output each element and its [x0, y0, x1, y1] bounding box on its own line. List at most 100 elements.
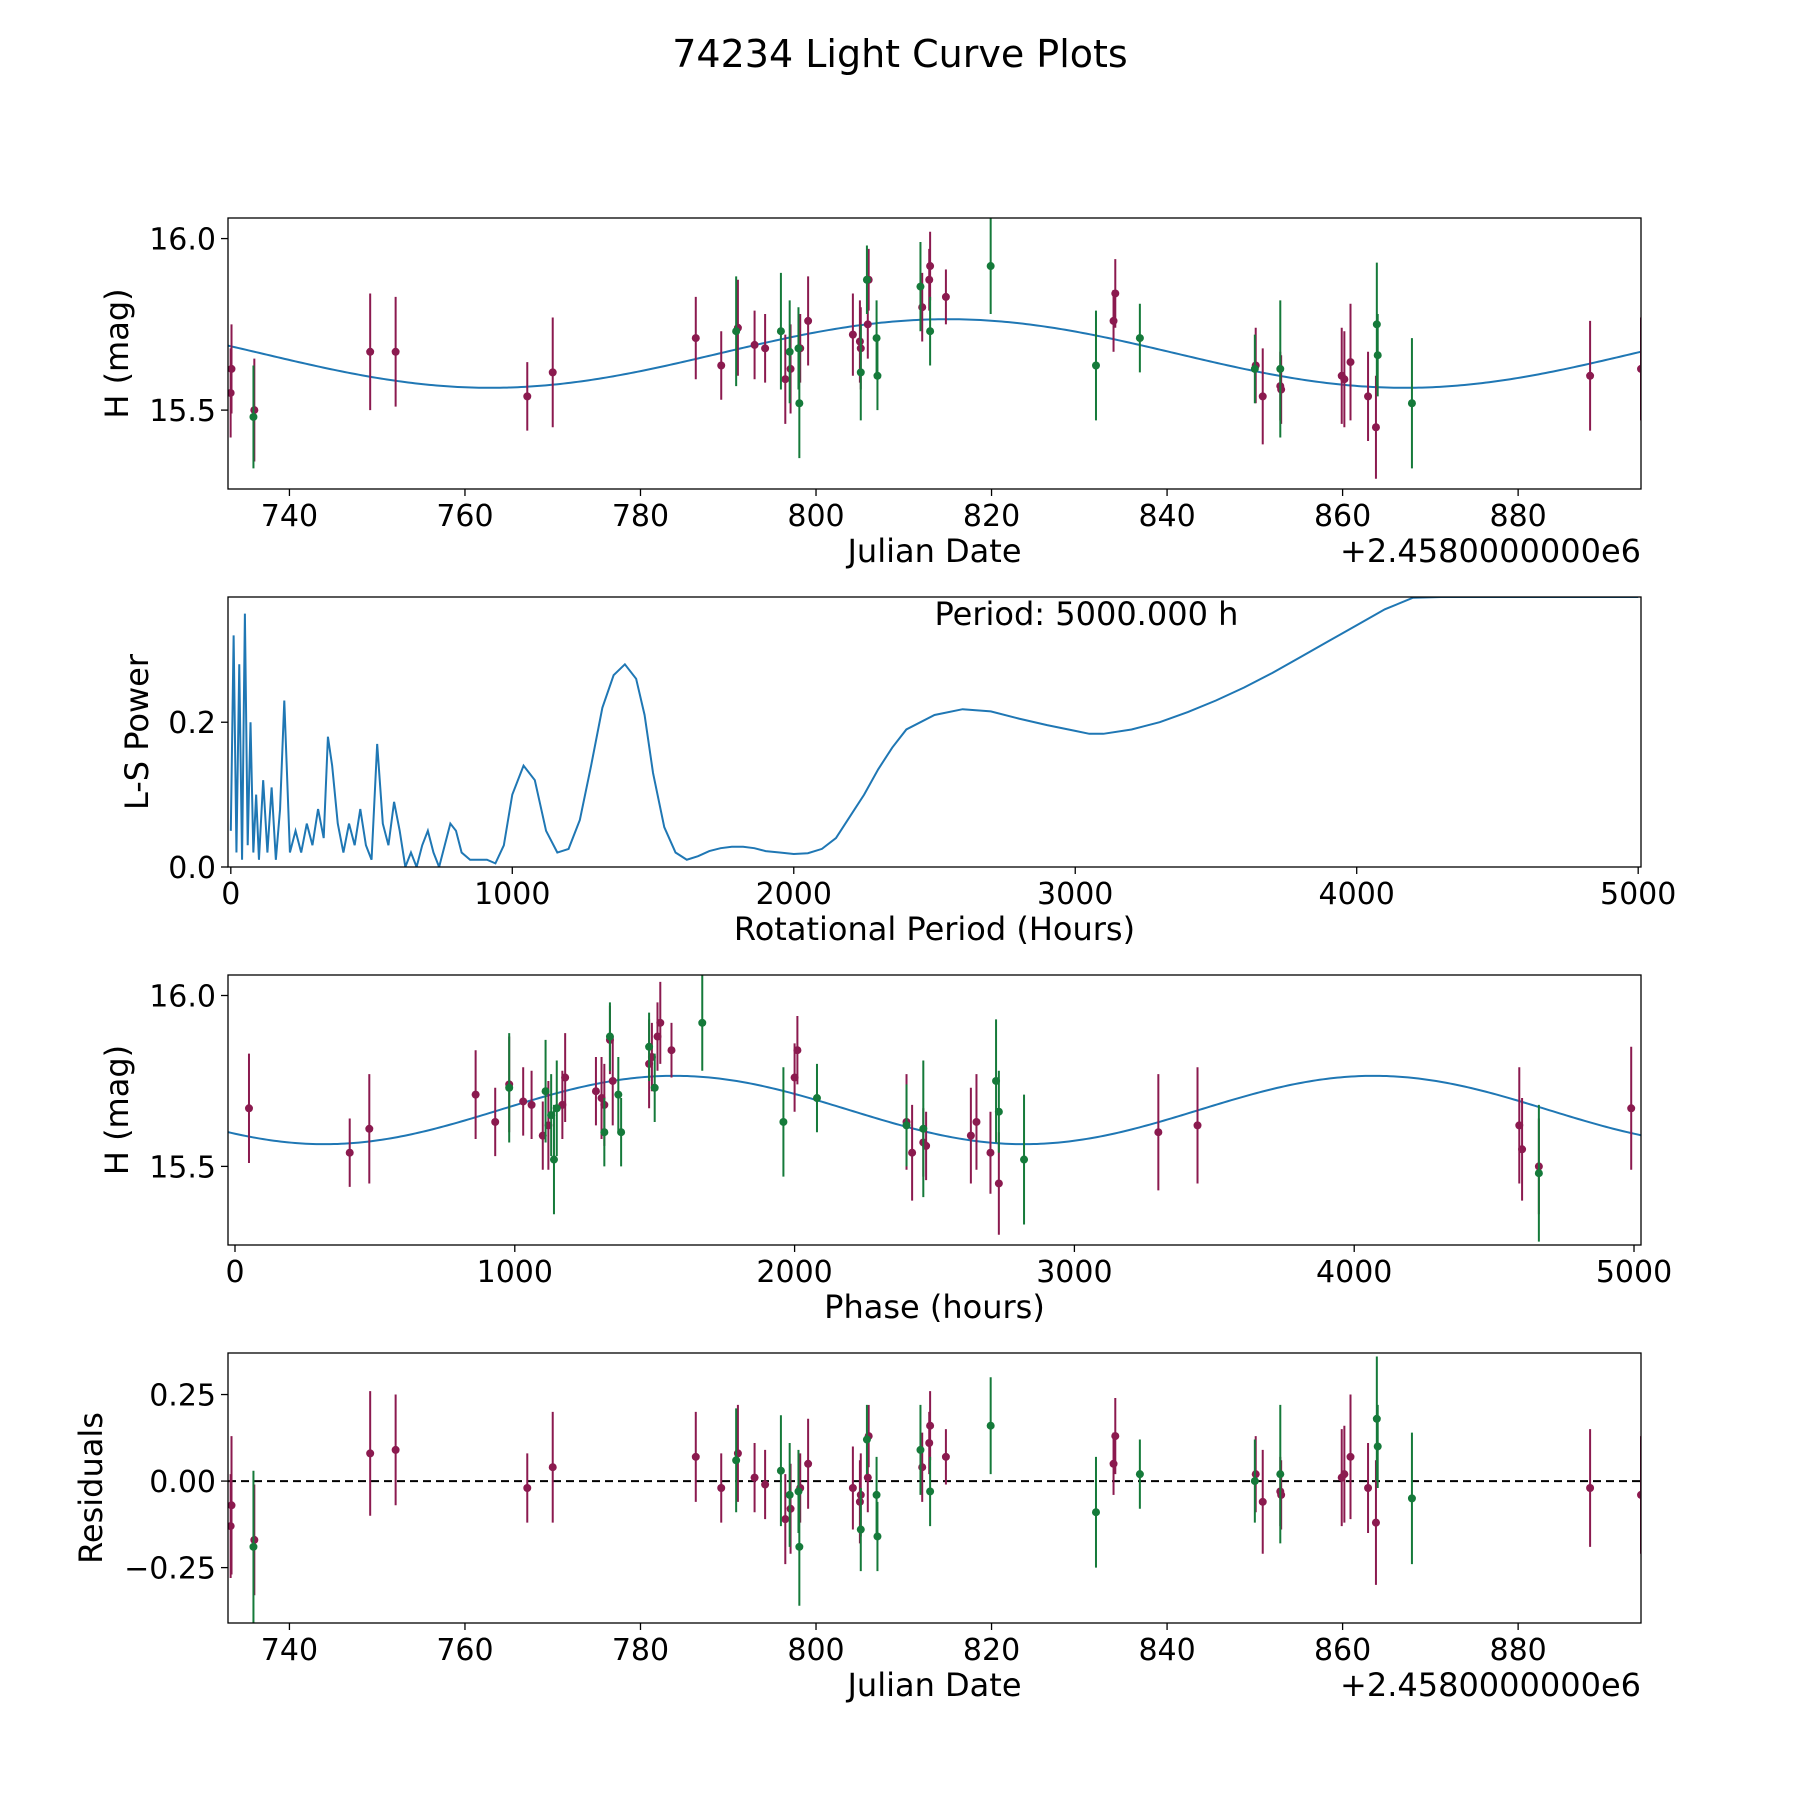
- lightcurve-point: [1586, 371, 1595, 380]
- lightcurve-point: [1371, 423, 1380, 432]
- phased-xtick-label: 1000: [477, 1255, 553, 1290]
- phased-point: [617, 1128, 626, 1137]
- residuals-xtick-label: 800: [787, 1633, 844, 1668]
- phased-point: [1518, 1145, 1527, 1154]
- lightcurve-point: [1091, 361, 1100, 370]
- residuals-point: [548, 1463, 557, 1472]
- phased-point: [972, 1117, 981, 1126]
- periodogram-xtick-label: 0: [221, 877, 240, 912]
- periodogram-power-line: [229, 597, 1639, 867]
- lightcurve-point: [1637, 364, 1641, 373]
- phased-point: [902, 1121, 911, 1130]
- lightcurve-point: [862, 275, 871, 284]
- residuals-plot-area: [228, 1356, 1641, 1623]
- periodogram-ylabel: L-S Power: [118, 653, 156, 810]
- lightcurve-point: [391, 347, 400, 356]
- residuals-point: [1371, 1518, 1380, 1527]
- residuals-point: [862, 1435, 871, 1444]
- residuals-point: [781, 1515, 790, 1524]
- phased-point: [650, 1083, 659, 1092]
- lightcurve-ytick-label: 15.5: [149, 394, 216, 429]
- residuals-axes-frame: [227, 1352, 1642, 1624]
- phased-point: [561, 1073, 570, 1082]
- residuals-point: [1346, 1452, 1355, 1461]
- phased-point: [667, 1046, 676, 1055]
- lightcurve-point: [873, 371, 882, 380]
- phased-point: [541, 1087, 550, 1096]
- periodogram-xtick-label: 3000: [1037, 877, 1113, 912]
- residuals-point: [941, 1452, 950, 1461]
- residuals-point: [856, 1525, 865, 1534]
- lightcurve-point: [916, 282, 925, 291]
- lightcurve-xlabel: Julian Date: [845, 532, 1021, 570]
- residuals-point: [916, 1445, 925, 1454]
- residuals-point: [1276, 1470, 1285, 1479]
- lightcurve-point: [1111, 289, 1120, 298]
- lightcurve-point: [1109, 316, 1118, 325]
- lightcurve-point: [732, 327, 741, 336]
- phased-point: [1627, 1104, 1636, 1113]
- phased-point: [471, 1090, 480, 1099]
- phased-point: [986, 1148, 995, 1157]
- phased-point: [1154, 1128, 1163, 1137]
- lightcurve-point: [795, 399, 804, 408]
- phased-point: [491, 1117, 500, 1126]
- lightcurve-fit-curve: [228, 318, 1641, 389]
- residuals-point: [1109, 1459, 1118, 1468]
- residuals-point: [785, 1490, 794, 1499]
- periodogram-panel: Rotational Period (Hours) L-S Power Peri…: [118, 595, 1676, 948]
- residuals-ytick-label: −0.25: [124, 1552, 216, 1587]
- lightcurve-point: [804, 316, 813, 325]
- phased-point: [645, 1042, 654, 1051]
- phased-ylabel: H (mag): [98, 1045, 136, 1175]
- periodogram-ytick-label: 0.2: [168, 706, 216, 741]
- phased-point: [549, 1155, 558, 1164]
- phased-point: [591, 1087, 600, 1096]
- phased-point: [552, 1104, 561, 1113]
- residuals-point: [228, 1501, 236, 1510]
- phased-xtick-label: 0: [225, 1255, 244, 1290]
- phased-plot-area: [228, 975, 1641, 1242]
- residuals-ylabel: Residuals: [72, 1412, 110, 1564]
- lightcurve-point: [548, 368, 557, 377]
- residuals-point: [1407, 1494, 1416, 1503]
- phased-point: [1534, 1169, 1543, 1178]
- lightcurve-point: [717, 361, 726, 370]
- lightcurve-point: [776, 327, 785, 336]
- residuals-xtick-label: 840: [1138, 1633, 1195, 1668]
- lightcurve-point: [856, 368, 865, 377]
- residuals-point: [1250, 1477, 1259, 1486]
- lightcurve-xtick-label: 760: [436, 499, 493, 534]
- residuals-xtick-label: 820: [963, 1633, 1020, 1668]
- residuals-point: [1340, 1470, 1349, 1479]
- phased-xtick-label: 2000: [756, 1255, 832, 1290]
- lightcurve-point: [249, 412, 258, 421]
- residuals-point: [1258, 1497, 1267, 1506]
- phased-point: [345, 1148, 354, 1157]
- residuals-point: [873, 1532, 882, 1541]
- phased-point: [1020, 1155, 1029, 1164]
- lightcurve-point: [926, 327, 935, 336]
- residuals-xtick-label: 760: [436, 1633, 493, 1668]
- lightcurve-offset-text: +2.4580000000e6: [1340, 532, 1641, 570]
- phased-point: [919, 1124, 928, 1133]
- phased-point: [994, 1179, 1003, 1188]
- periodogram-axes-frame: [227, 596, 1642, 868]
- residuals-xtick-label: 860: [1314, 1633, 1371, 1668]
- phased-xtick-label: 4000: [1316, 1255, 1392, 1290]
- phased-point: [793, 1046, 802, 1055]
- phased-point: [365, 1124, 374, 1133]
- phased-point: [614, 1090, 623, 1099]
- residuals-point: [804, 1459, 813, 1468]
- residuals-point: [523, 1484, 532, 1492]
- phased-point: [608, 1076, 617, 1085]
- periodogram-xtick-label: 4000: [1319, 877, 1395, 912]
- phased-point: [1193, 1121, 1202, 1130]
- phased-ytick-label: 15.5: [149, 1150, 216, 1185]
- lightcurve-point: [1364, 392, 1373, 401]
- residuals-point: [926, 1421, 935, 1430]
- residuals-point: [733, 1449, 742, 1458]
- lightcurve-ytick-label: 16.0: [149, 223, 216, 258]
- residuals-xlabel: Julian Date: [845, 1666, 1021, 1704]
- lightcurve-xtick-label: 800: [787, 499, 844, 534]
